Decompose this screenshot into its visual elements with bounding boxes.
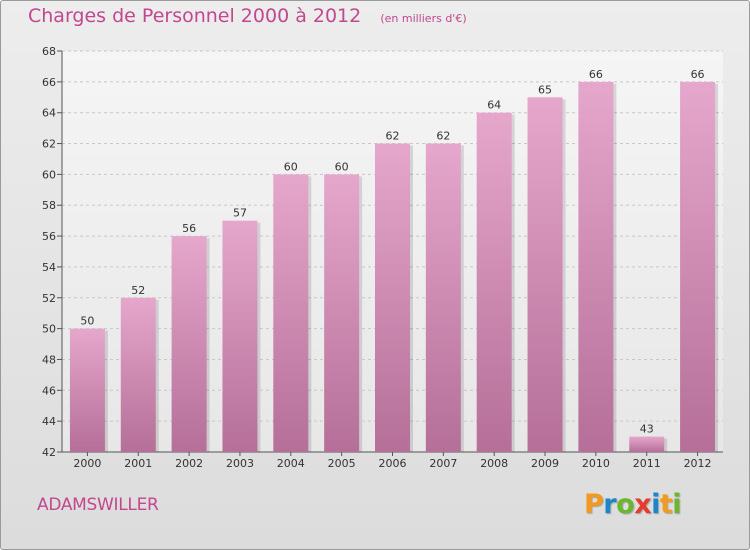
bar xyxy=(578,81,614,452)
bar xyxy=(324,174,360,452)
data-label: 60 xyxy=(284,160,298,173)
data-label: 57 xyxy=(233,207,247,220)
data-label: 66 xyxy=(589,68,603,81)
logo-letter: i xyxy=(672,489,682,520)
data-label: 66 xyxy=(691,68,705,81)
logo-letter: x xyxy=(634,489,652,520)
x-tick-label: 2002 xyxy=(175,457,203,470)
y-tick-label: 64 xyxy=(42,107,56,120)
bar xyxy=(171,236,207,452)
data-label: 62 xyxy=(386,130,400,143)
bar xyxy=(476,112,512,452)
data-label: 64 xyxy=(487,99,501,112)
y-tick-label: 46 xyxy=(42,384,56,397)
bar xyxy=(680,81,716,452)
bar xyxy=(425,143,461,453)
data-label: 50 xyxy=(80,315,94,328)
logo-letter: r xyxy=(603,489,617,520)
data-label: 43 xyxy=(640,423,654,436)
proxiti-logo[interactable]: Proxiti xyxy=(584,489,682,520)
x-tick-label: 2005 xyxy=(328,457,356,470)
x-tick-label: 2010 xyxy=(582,457,610,470)
data-label: 65 xyxy=(538,83,552,96)
y-tick-label: 50 xyxy=(42,323,56,336)
bar xyxy=(629,436,665,452)
y-tick-label: 52 xyxy=(42,292,56,305)
x-tick-label: 2004 xyxy=(277,457,305,470)
x-tick-label: 2000 xyxy=(73,457,101,470)
y-tick-label: 54 xyxy=(42,261,56,274)
bar xyxy=(222,220,258,452)
bar xyxy=(375,143,410,453)
x-tick-label: 2012 xyxy=(684,457,712,470)
chart-title: Charges de Personnel 2000 à 2012 xyxy=(28,5,362,27)
bar xyxy=(527,97,563,453)
logo-letter: P xyxy=(584,489,604,520)
x-tick-label: 2001 xyxy=(124,457,152,470)
x-tick-label: 2009 xyxy=(531,457,559,470)
logo-letter: o xyxy=(616,489,635,520)
data-label: 60 xyxy=(335,160,349,173)
bar xyxy=(120,297,156,452)
x-tick-label: 2007 xyxy=(429,457,457,470)
title-row: Charges de Personnel 2000 à 2012 (en mil… xyxy=(28,5,467,27)
commune-name: ADAMSWILLER xyxy=(37,495,159,515)
y-tick-label: 56 xyxy=(42,230,56,243)
logo-letter: i xyxy=(651,489,660,520)
y-tick-label: 66 xyxy=(42,76,56,89)
y-tick-label: 44 xyxy=(42,415,56,428)
bar xyxy=(69,328,105,452)
data-label: 52 xyxy=(131,284,145,297)
data-label: 62 xyxy=(436,130,450,143)
x-tick-label: 2006 xyxy=(379,457,407,470)
x-tick-label: 2008 xyxy=(480,457,508,470)
y-tick-label: 68 xyxy=(42,45,56,58)
y-tick-label: 58 xyxy=(42,199,56,212)
x-tick-label: 2003 xyxy=(226,457,254,470)
x-tick-label: 2011 xyxy=(633,457,661,470)
y-tick-label: 48 xyxy=(42,353,56,366)
y-tick-label: 60 xyxy=(42,168,56,181)
chart-subtitle: (en milliers d'€) xyxy=(380,12,467,25)
bar xyxy=(273,174,309,452)
y-tick-label: 62 xyxy=(42,138,56,151)
y-tick-label: 42 xyxy=(42,446,56,459)
logo-letter: t xyxy=(659,489,673,520)
data-label: 56 xyxy=(182,222,196,235)
